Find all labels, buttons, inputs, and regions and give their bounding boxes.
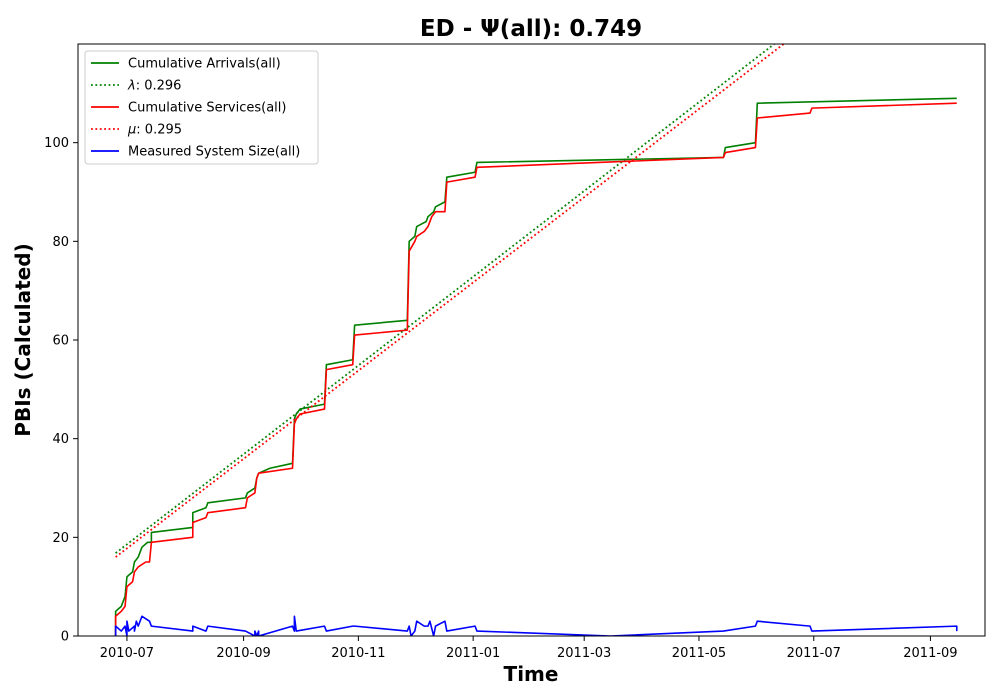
series-line-5 (114, 615, 958, 636)
legend-symbol: λ (127, 79, 136, 94)
series-layer (114, 44, 958, 636)
x-tick-label: 2011-07 (787, 646, 841, 661)
legend-value: : 0.295 (136, 123, 182, 138)
legend-label-2: λ: 0.296 (127, 79, 181, 94)
x-ticks: 2010-07 2010-09 2010-11 2011-01 2011-03 2011-… (100, 636, 958, 661)
x-axis-label: Time (504, 662, 559, 686)
x-tick-label: 2011-03 (557, 646, 611, 661)
chart-title: ED - Ψ(all): 0.749 (420, 16, 642, 42)
x-tick-label: 2010-09 (216, 646, 270, 661)
x-tick-label: 2011-05 (672, 646, 726, 661)
legend-label-5: Measured System Size(all) (128, 145, 300, 160)
legend: Cumulative Arrivals(all) λ: 0.296 Cumulati… (84, 50, 319, 165)
y-axis-label: PBIs (Calculated) (11, 243, 35, 436)
x-tick-label: 2011-09 (903, 646, 957, 661)
y-tick-label: 60 (52, 334, 69, 349)
y-tick-label: 20 (52, 531, 69, 546)
y-tick-label: 80 (52, 235, 69, 250)
series-line-3 (114, 102, 957, 636)
x-tick-label: 2011-01 (446, 646, 500, 661)
y-tick-label: 40 (52, 432, 69, 447)
x-tick-label: 2010-07 (100, 646, 154, 661)
legend-label-3: Cumulative Services(all) (128, 101, 286, 116)
legend-box (84, 50, 319, 165)
legend-label-4: μ: 0.295 (127, 123, 182, 138)
y-ticks: 0 20 40 60 80 100 (44, 136, 78, 645)
legend-symbol: μ (127, 123, 136, 138)
x-tick-label: 2010-11 (331, 646, 385, 661)
y-tick-label: 100 (44, 136, 69, 151)
legend-value: : 0.296 (136, 79, 182, 94)
y-tick-label: 0 (61, 630, 69, 645)
legend-label-1: Cumulative Arrivals(all) (128, 57, 281, 72)
